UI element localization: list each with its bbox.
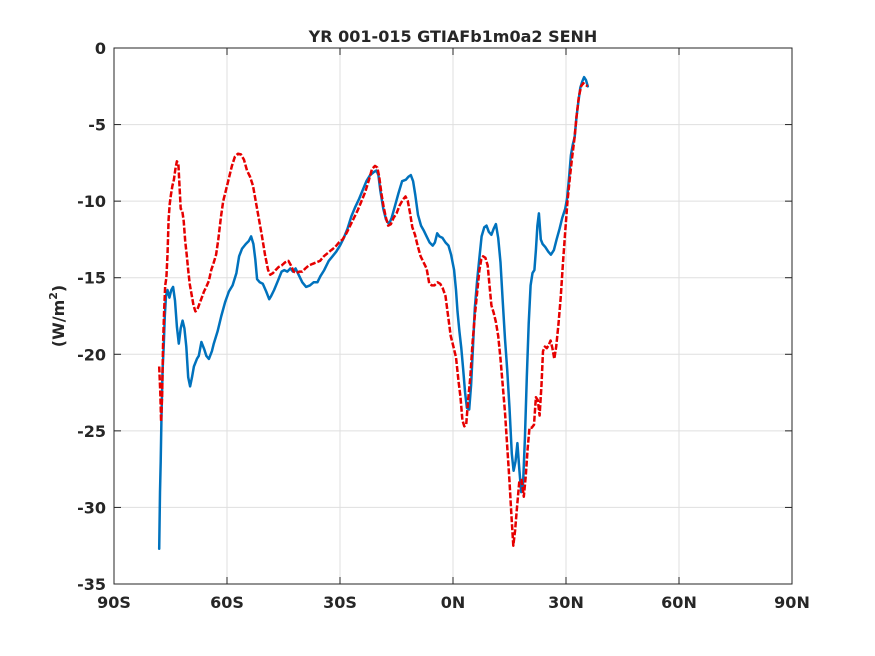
y-axis-label: (W/m2): [47, 285, 68, 347]
x-tick-label: 30N: [548, 593, 584, 612]
series-line-1: [157, 75, 590, 551]
ticks: 90S 60S 30S 0N 30N 60N 90N 0 -5 -10 -15 -20 -25 -30 -3…: [77, 39, 810, 612]
series-line-2: [157, 81, 589, 547]
y-tick-label: -35: [77, 575, 106, 594]
chart-title: YR 001-015 GTIAFb1m0a2 SENH: [308, 27, 598, 46]
y-tick-label: 0: [95, 39, 106, 58]
x-tick-label: 90N: [774, 593, 810, 612]
y-tick-label: -25: [77, 422, 106, 441]
y-tick-label: -5: [88, 116, 106, 135]
y-tick-label: -15: [77, 269, 106, 288]
x-tick-label: 30S: [323, 593, 357, 612]
y-axis-label-close: ): [49, 285, 68, 292]
y-tick-label: -10: [77, 192, 106, 211]
y-axis-label-sup: 2: [47, 292, 60, 300]
y-tick-label: -30: [77, 498, 106, 517]
x-tick-label: 0N: [441, 593, 466, 612]
series-group: [157, 75, 590, 551]
x-tick-label: 90S: [97, 593, 131, 612]
y-axis-label-main: (W/m: [49, 300, 68, 347]
x-tick-label: 60S: [210, 593, 244, 612]
y-tick-label: -20: [77, 345, 106, 364]
x-tick-label: 60N: [661, 593, 697, 612]
